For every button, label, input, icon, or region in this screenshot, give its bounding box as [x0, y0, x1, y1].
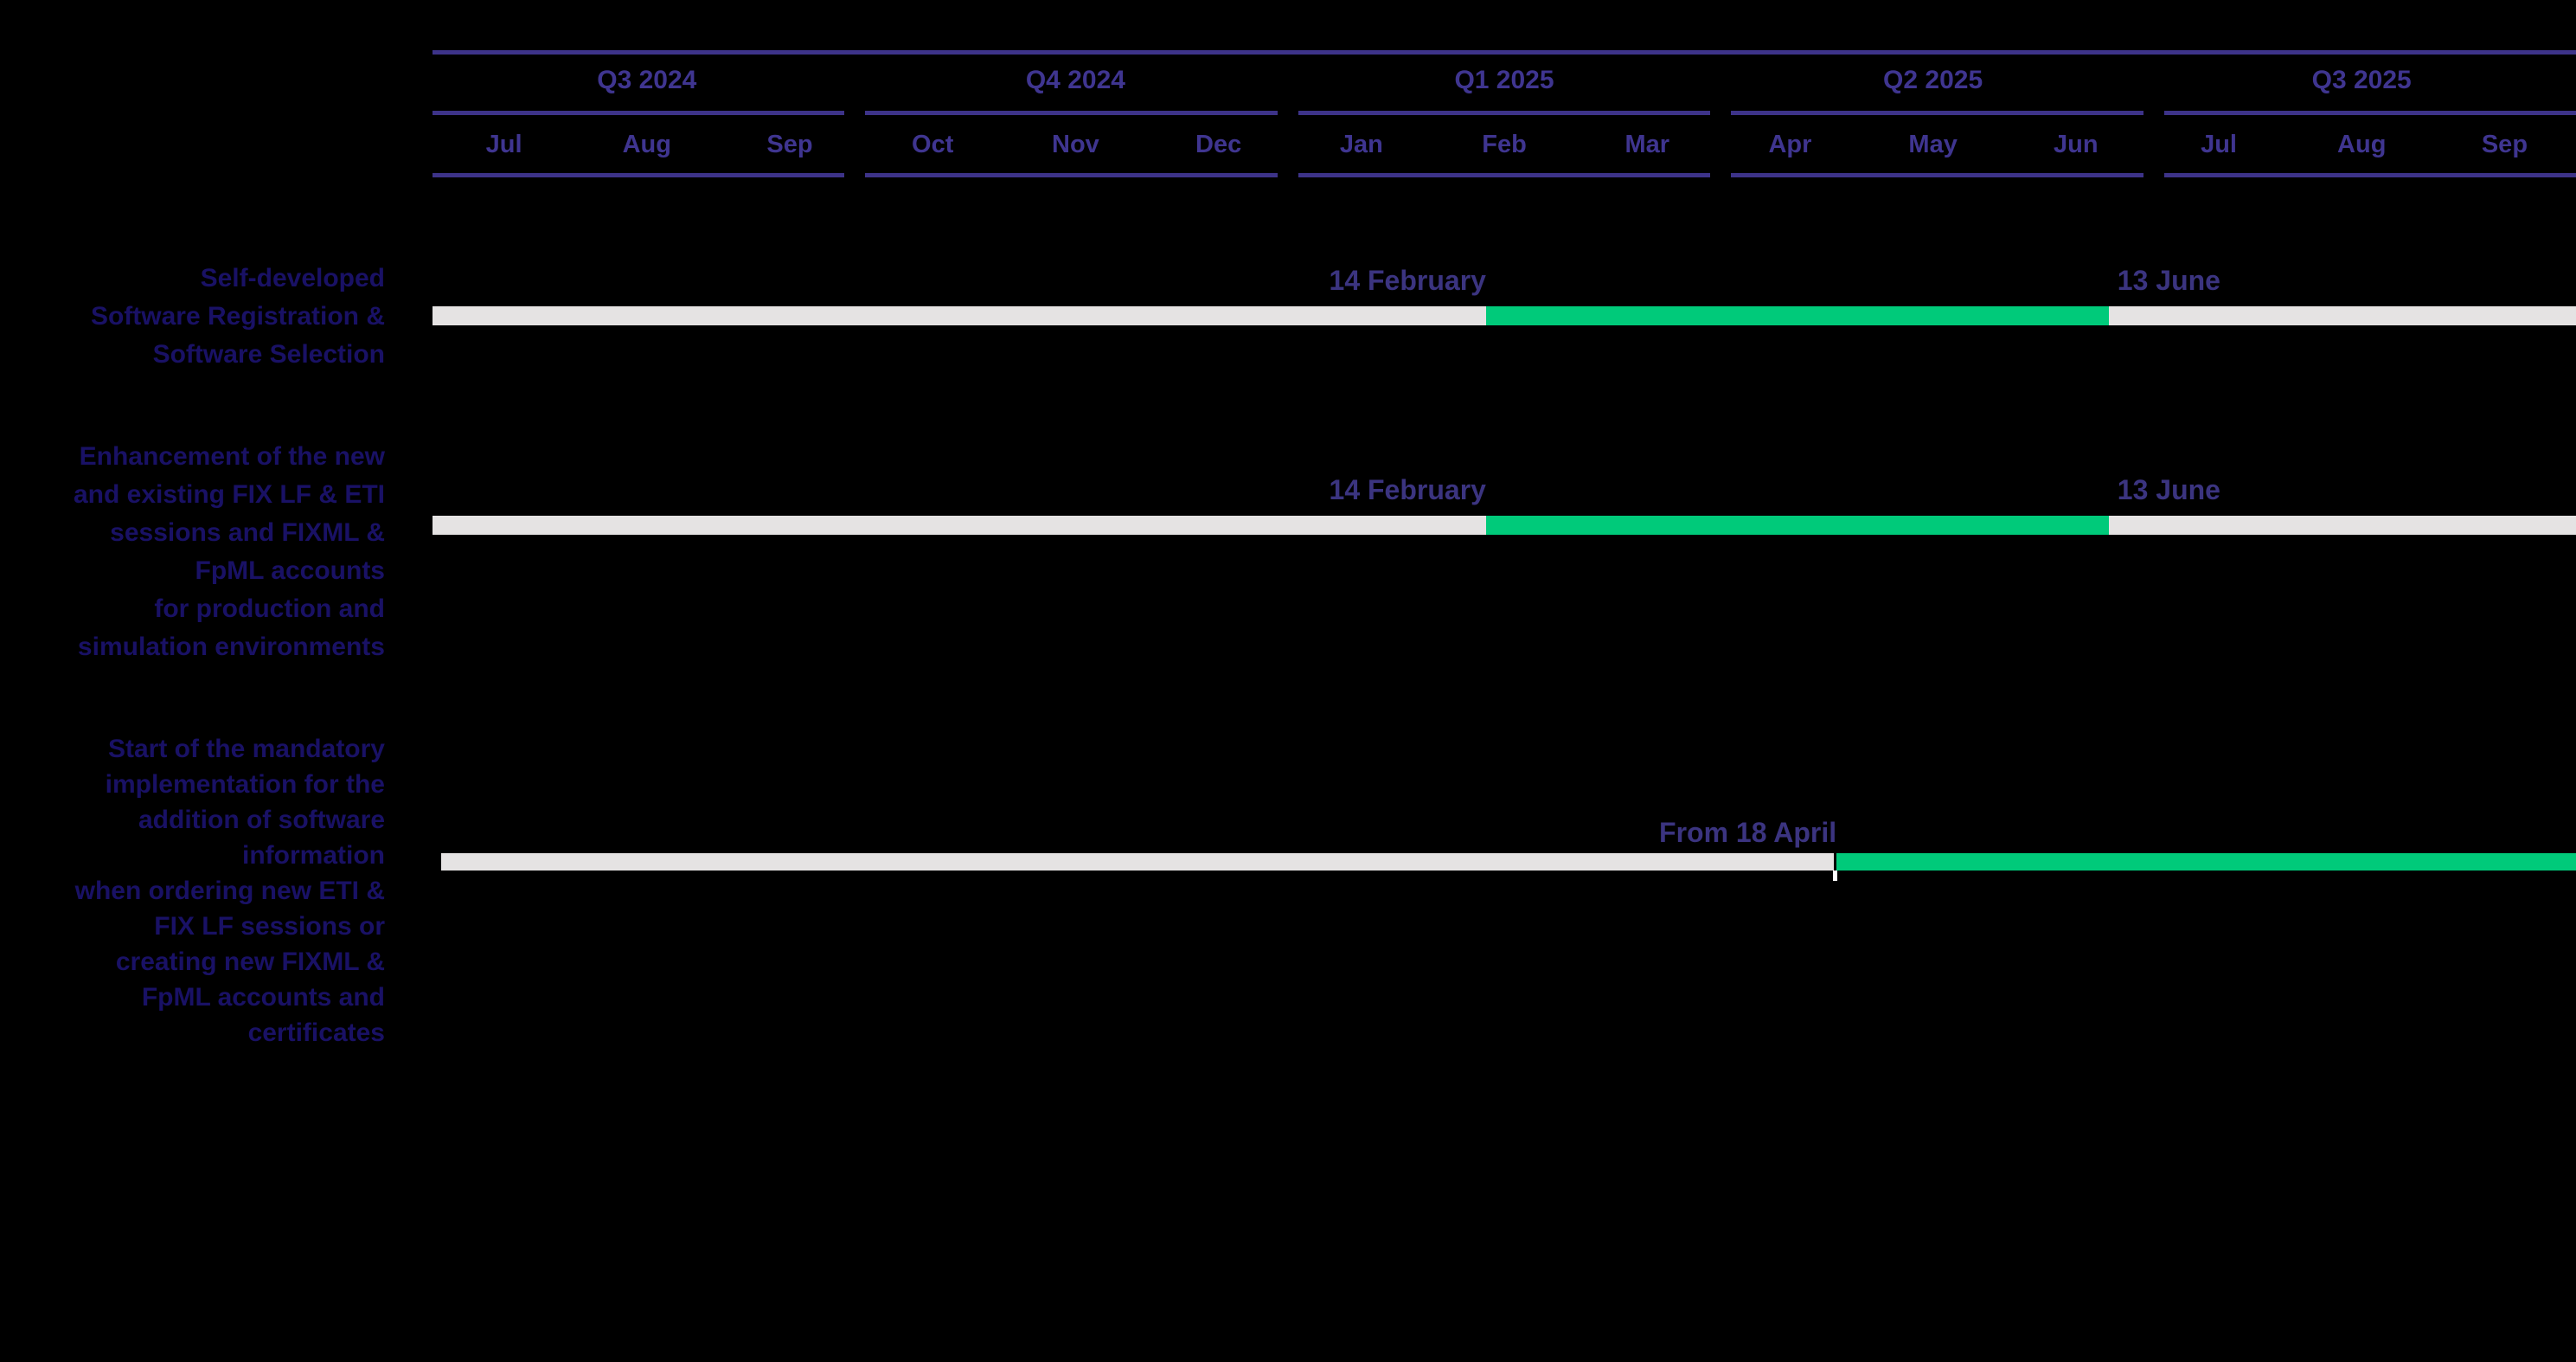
quarter-label: Q3 2024: [597, 66, 697, 94]
month-label: Aug: [2337, 131, 2387, 158]
quarter-label: Q1 2025: [1454, 66, 1554, 94]
header-rule-segment: [2163, 111, 2576, 115]
month-label: Jul: [2201, 131, 2237, 158]
segment-divider: [1834, 853, 1837, 871]
header-rule-segment: [865, 111, 1278, 115]
month-label: Oct: [912, 131, 954, 158]
task-highlight-segment: [1836, 853, 2576, 871]
quarter-label: Q2 2025: [1883, 66, 1983, 94]
month-label: Mar: [1624, 131, 1670, 158]
header-rule-segment: [865, 173, 1278, 177]
month-label: Apr: [1768, 131, 1812, 158]
quarter-label: Q3 2025: [2311, 66, 2412, 94]
header-rule-segment: [1731, 173, 2143, 177]
quarter-month-divider-rule: [433, 111, 2576, 115]
month-label: Feb: [1482, 131, 1527, 158]
quarter-header-row: Q3 2024 Q4 2024 Q1 2025 Q2 2025 Q3 2025: [433, 66, 2576, 95]
task-labels-column: Self-developed Software Registration & S…: [0, 0, 385, 1362]
month-label: May: [1908, 131, 1958, 158]
timeline-area: Q3 2024 Q4 2024 Q1 2025 Q2 2025 Q3 2025 Jul A…: [433, 0, 2576, 1362]
task-label: Enhancement of the new and existing FIX …: [73, 442, 385, 661]
task-start-date-label: 14 February: [1329, 265, 1486, 296]
task-end-date-label: 13 June: [2117, 474, 2220, 505]
month-label: Dec: [1195, 131, 1242, 158]
header-rule-segment: [433, 173, 845, 177]
month-label: Nov: [1052, 131, 1099, 158]
header-rule-segment: [1298, 173, 1711, 177]
header-rule-segment: [1298, 111, 1711, 115]
task-start-date-label: 14 February: [1329, 474, 1486, 505]
task-end-date-label: 13 June: [2117, 265, 2220, 296]
task-highlight-segment: [1485, 306, 2109, 325]
month-label: Jul: [485, 131, 522, 158]
task-label: Self-developed Software Registration & S…: [90, 264, 385, 369]
month-label: Sep: [766, 131, 813, 158]
task-bar: [433, 516, 2576, 535]
milestone-tick: [1833, 871, 1838, 881]
month-label: Jan: [1339, 131, 1383, 158]
task-bar: [433, 853, 2576, 881]
header-rule-segment: [1731, 111, 2143, 115]
task-label: Start of the mandatory implementation fo…: [74, 735, 385, 1047]
header-rule-segment: [433, 111, 845, 115]
task-start-date-label: From 18 April: [1659, 817, 1837, 848]
task-highlight-segment: [1485, 516, 2109, 535]
header-bottom-rule: [433, 173, 2576, 177]
month-header-row: Jul Aug Sep Oct Nov Dec Jan Feb Mar Apr May Jun Jul A…: [433, 130, 2576, 159]
month-label: Sep: [2481, 131, 2528, 158]
header-top-rule: [433, 50, 2576, 55]
header-rule-segment: [2163, 173, 2576, 177]
task-bar: [433, 306, 2576, 325]
quarter-label: Q4 2024: [1025, 66, 1125, 94]
month-label: Jun: [2054, 131, 2099, 158]
month-label: Aug: [622, 131, 671, 158]
